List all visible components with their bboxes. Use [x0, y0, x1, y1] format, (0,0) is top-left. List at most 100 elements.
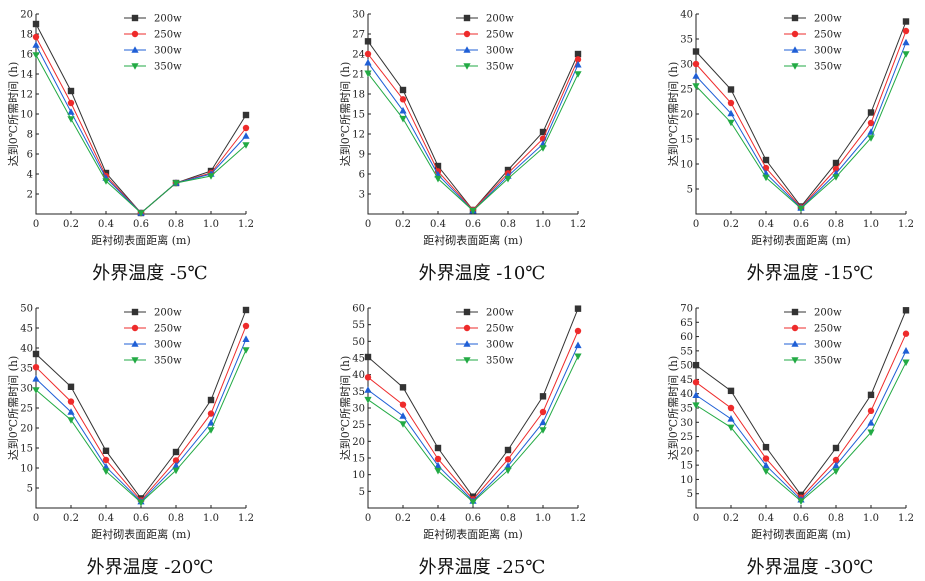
x-tick-label: 0.8 — [168, 513, 184, 524]
axis-frame — [35, 14, 246, 215]
data-point-300w — [399, 106, 407, 114]
data-point-350w — [399, 421, 407, 428]
legend-label-250w: 250w — [154, 30, 182, 41]
legend-label-250w: 250w — [486, 324, 514, 335]
x-tick-label: 0.8 — [828, 219, 844, 230]
y-tick-label: 30 — [20, 384, 33, 395]
x-tick-label: 0.2 — [63, 219, 79, 230]
data-point-200w — [434, 162, 442, 170]
data-point-300w — [242, 335, 250, 342]
data-point-200w — [574, 50, 582, 58]
data-point-200w — [504, 166, 512, 174]
y-tick-label: 15 — [20, 444, 33, 455]
y-tick-label: 12 — [352, 130, 365, 141]
chart-panel-1: 2 4 6 8 10 12 14 16 18 20 0 0.2 0.4 0.6 0.8 1.0 1.2 距衬砌表面… — [0, 0, 300, 287]
y-tick-label: 6 — [27, 150, 33, 161]
x-tick-label: 1.2 — [898, 219, 914, 230]
x-tick-label: 0 — [693, 219, 699, 230]
x-tick-label: 0.6 — [465, 219, 481, 230]
data-point-250w — [692, 60, 700, 68]
legend-label-250w: 250w — [814, 30, 842, 41]
x-tick-label: 0 — [33, 513, 39, 524]
data-point-200w — [539, 128, 547, 136]
chart-panel-5: 5 10 15 20 25 30 35 40 45 50 55 60 0 0.2 0.4 0.6 0.8 1.0 1… — [332, 294, 632, 581]
data-point-350w — [692, 83, 700, 90]
data-point-350w — [242, 142, 250, 149]
legend: 200w 250w 300w 350w — [784, 14, 842, 73]
series-350w — [364, 70, 582, 215]
y-tick-label: 50 — [680, 361, 693, 372]
legend-label-300w: 300w — [486, 46, 514, 57]
data-point-300w — [434, 461, 442, 469]
x-tick-label: 0.8 — [168, 219, 184, 230]
series-350w — [32, 347, 250, 507]
data-point-300w — [832, 461, 840, 469]
series-250w — [32, 33, 250, 217]
data-point-300w — [364, 386, 372, 393]
data-point-350w — [102, 468, 110, 475]
data-point-350w — [504, 175, 512, 183]
series-250w — [692, 330, 910, 501]
x-axis-label: 距衬砌表面距离 (m) — [91, 233, 191, 247]
data-point-300w — [32, 375, 40, 382]
data-point-350w — [762, 174, 770, 182]
series-line-350w — [35, 54, 247, 214]
y-tick-label: 35 — [680, 35, 693, 46]
line-chart-6: 5 10 15 20 25 30 35 40 45 50 55 60 65 70 0 0.2 0.4 0.6 0.8… — [667, 304, 914, 542]
data-point-250w — [364, 50, 372, 58]
data-point-250w — [434, 455, 442, 463]
data-point-350w — [399, 115, 407, 123]
legend-marker-250w — [791, 324, 799, 332]
chart-caption: 外界温度 -10℃ — [418, 263, 546, 284]
y-axis-label: 达到0℃所需时间 (h) — [7, 62, 20, 166]
y-tick-label: 15 — [352, 454, 365, 465]
data-point-300w — [692, 72, 700, 79]
y-tick-label: 5 — [687, 185, 693, 196]
y-tick-label: 25 — [680, 85, 693, 96]
data-point-350w — [902, 359, 910, 367]
chart-caption: 外界温度 -5℃ — [92, 263, 208, 284]
series-200w — [364, 305, 582, 500]
legend: 200w 250w 300w 350w — [456, 14, 514, 73]
data-point-250w — [902, 330, 910, 337]
data-point-350w — [832, 174, 840, 181]
data-point-200w — [574, 305, 582, 312]
series-line-350w — [695, 53, 907, 210]
x-tick-label: 0.4 — [430, 513, 446, 524]
data-point-250w — [692, 379, 700, 386]
data-point-200w — [399, 86, 407, 94]
x-tick-label: 0.4 — [758, 513, 774, 524]
data-point-200w — [832, 159, 840, 167]
series-350w — [364, 353, 582, 506]
x-axis-label: 距衬砌表面距离 (m) — [91, 527, 191, 541]
line-chart-1: 2 4 6 8 10 12 14 16 18 20 0 0.2 0.4 0.6 0.8 1.0 1.2 距衬砌表面… — [7, 10, 254, 248]
data-point-350w — [797, 205, 805, 213]
y-tick-label: 20 — [20, 424, 33, 435]
x-tick-label: 1.0 — [203, 219, 219, 230]
y-axis-label: 达到0℃所需时间 (h) — [7, 356, 20, 460]
series-line-250w — [35, 36, 247, 214]
legend: 200w 250w 300w 350w — [456, 308, 514, 367]
data-point-300w — [902, 347, 910, 354]
data-point-250w — [832, 165, 840, 173]
x-tick-label: 0.2 — [723, 513, 739, 524]
y-axis-label: 达到0℃所需时间 (h) — [339, 356, 352, 460]
x-tick-label: 0 — [365, 219, 371, 230]
y-tick-label: 30 — [680, 60, 693, 71]
y-tick-label: 6 — [359, 170, 365, 181]
data-point-250w — [727, 404, 735, 412]
x-tick-label: 0.2 — [723, 219, 739, 230]
y-tick-label: 30 — [352, 10, 365, 21]
legend-label-350w: 350w — [486, 356, 514, 367]
legend-marker-200w — [131, 14, 139, 22]
data-point-300w — [902, 38, 910, 46]
series-line-350w — [367, 73, 579, 212]
data-point-200w — [67, 383, 75, 390]
y-tick-label: 4 — [27, 170, 33, 181]
legend-marker-200w — [791, 308, 799, 316]
legend-label-250w: 250w — [486, 30, 514, 41]
legend-marker-350w — [131, 63, 139, 70]
x-tick-label: 1.0 — [535, 513, 551, 524]
data-point-350w — [797, 498, 805, 505]
legend: 200w 250w 300w 350w — [124, 14, 182, 73]
